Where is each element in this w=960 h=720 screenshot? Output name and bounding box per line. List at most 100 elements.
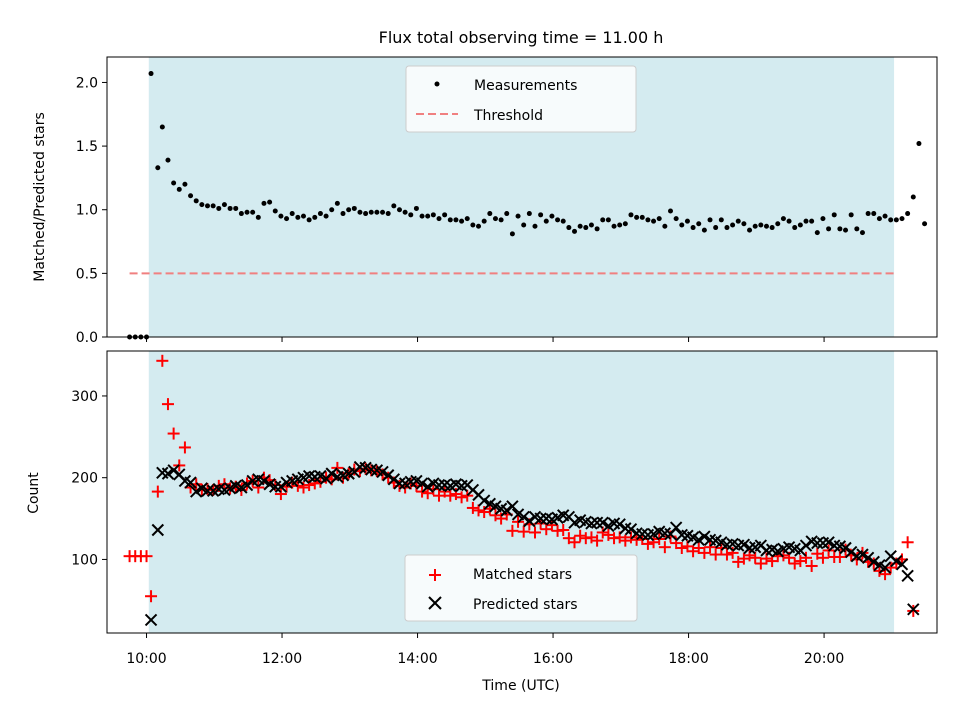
top-legend-frame [405,65,637,133]
predicted-star-point [901,569,914,582]
predicted-star-point [517,510,530,524]
predicted-star-point [161,467,175,480]
measurement-point [323,213,329,219]
measurement-point [859,230,865,236]
measurement-point [289,211,295,217]
x-axis-label: Time (UTC) [481,678,559,694]
top-y-tick-label: 1.5 [76,139,98,155]
measurement-point [284,216,290,222]
predicted-star-point [257,474,271,488]
measurement-point [430,212,436,218]
matched-star-point [641,537,654,550]
predicted-star-point [381,469,395,482]
matched-star-point [777,549,790,562]
predicted-star-point [890,554,903,568]
predicted-star-point [201,484,214,497]
measurement-point [707,217,713,223]
top-y-tick-label: 2.0 [76,75,98,91]
measurement-point [910,194,916,200]
measurement-point [148,71,154,77]
matched-star-point [557,524,570,537]
measurement-point [442,212,448,218]
bottom-y-tick-label: 100 [71,552,98,568]
measurement-point [786,218,792,224]
measurement-point [521,222,527,228]
predicted-star-point [477,494,491,507]
predicted-star-point [500,504,513,517]
measurement-point [673,216,679,222]
measurement-point [317,211,323,217]
matched-star-point [517,525,530,538]
measurement-point [656,216,662,222]
bottom-y-axis-label: Count [26,472,42,514]
measurement-point [916,141,922,147]
matched-star-point [591,534,604,547]
measurement-point [679,222,685,228]
measurement-point [555,217,561,223]
bottom-x-tick-label: 18:00 [668,651,708,667]
matched-star-point [574,529,587,542]
measurement-point [238,211,244,217]
measurement-point [651,218,657,224]
measurement-point [639,214,645,220]
matched-star-point [252,481,265,494]
predicted-star-point [590,516,604,529]
bottom-x-ticks: 10:00 12:00 14:00 16:00 18:00 20:00 [126,633,844,667]
matched-star-point [145,590,158,603]
matched-star-point [788,557,801,570]
measurement-point [261,200,267,206]
bottom-legend-frame [404,554,638,622]
measurement-point [526,211,532,217]
predicted-star-point [151,523,165,537]
measurement-point [255,214,261,220]
matched-star-point [331,461,344,474]
measurement-point [464,216,470,222]
measurement-point [882,213,888,219]
measurement-point [340,211,346,217]
measurement-point [363,211,369,217]
matched-star-point [805,559,818,572]
measurement-point [826,226,832,232]
measurement-point [216,205,222,211]
matched-star-point [274,488,287,501]
matched-star-point [743,549,756,562]
measurement-point [396,207,402,213]
matched-star-point [704,541,717,554]
matched-star-point [907,604,920,617]
measurement-point [549,213,555,219]
predicted-star-point [274,480,288,493]
measurement-point [532,223,538,229]
measurement-point [250,209,256,215]
predicted-star-point [190,485,203,498]
measurement-point [667,208,673,214]
measurement-point [351,205,357,211]
matched-star-point [140,550,153,563]
legend-matched-marker [429,569,441,581]
measurement-point [368,209,374,215]
predicted-star-point [269,480,282,493]
measurement-point [267,199,273,205]
predicted-star-point [822,536,835,549]
measurement-point [391,203,397,209]
legend-predicted-marker [428,596,442,610]
measurement-point [492,216,498,222]
measurement-point [227,205,233,211]
measurement-point [718,217,724,223]
measurement-point [504,211,510,217]
measurement-point [803,218,809,224]
predicted-star-point [867,555,880,569]
matched-star-point [545,519,558,532]
bottom-y-tick-label: 300 [71,389,98,405]
measurement-point [566,225,572,231]
matched-star-point [506,524,519,537]
matched-star-point [178,441,191,454]
matched-star-point [297,481,310,494]
measurement-point [735,218,741,224]
measurement-point [690,225,696,231]
matched-star-point [715,541,728,554]
predicted-star-point [669,521,683,534]
predicted-star-point [523,514,536,528]
measurement-point [329,207,335,213]
measurement-point [741,221,747,227]
measurement-point [588,222,594,228]
